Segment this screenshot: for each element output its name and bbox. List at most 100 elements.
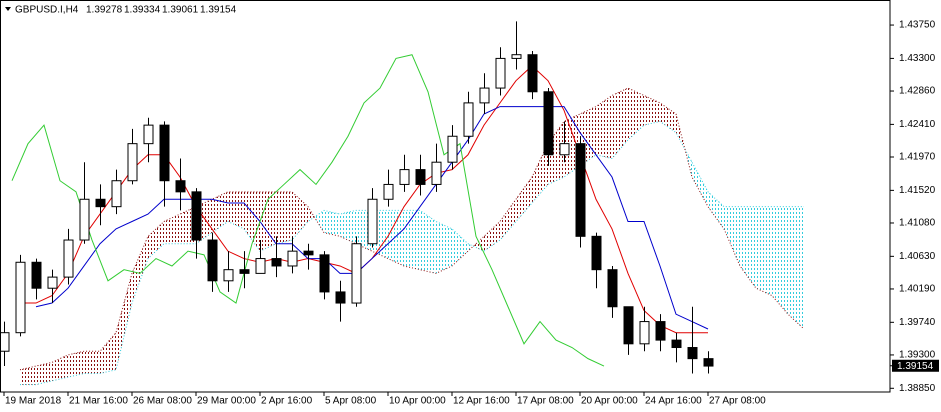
candle-body: [207, 239, 218, 282]
header-close: 1.39154: [200, 5, 237, 16]
candle-body: [495, 57, 506, 89]
candle-body: [399, 169, 410, 185]
cloud-segment: [132, 236, 148, 304]
candle-body: [703, 358, 714, 367]
y-tick-label: 1.43300: [899, 53, 936, 64]
candle-body: [303, 250, 314, 256]
cloud-segment: [452, 228, 468, 266]
candle-body: [351, 243, 362, 304]
candle-body: [479, 87, 490, 104]
cloud-segment: [324, 210, 340, 237]
y-tick-label: 1.42410: [899, 119, 936, 130]
candle-body: [79, 198, 90, 241]
x-tick-label: 20 Apr 00:00: [581, 396, 638, 407]
cloud-segment: [500, 199, 516, 241]
candle-body: [431, 161, 442, 185]
candle-body: [415, 169, 426, 185]
plot-frame: [0, 0, 891, 393]
candle-body: [639, 321, 650, 345]
candle-body: [319, 254, 330, 293]
candle-body: [367, 198, 378, 245]
cloud-segment: [244, 191, 260, 252]
cloud-segment: [116, 273, 132, 370]
cloud-segment: [484, 221, 500, 252]
candle-body: [671, 339, 682, 349]
candle-body: [527, 54, 538, 93]
y-tick-label: 1.38850: [899, 383, 936, 394]
cloud-segment: [36, 362, 52, 385]
cloud-segment: [308, 206, 315, 222]
x-tick-label: 17 Apr 08:00: [517, 396, 574, 407]
x-tick-label: 5 Apr 08:00: [325, 396, 377, 407]
cloud-segment: [532, 143, 548, 203]
y-tick-label: 1.41970: [899, 152, 936, 163]
cloud-segment: [660, 102, 676, 133]
cloud-segment: [740, 206, 756, 289]
cloud-segment: [724, 206, 740, 266]
cloud-segment: [20, 366, 36, 385]
candle-body: [543, 91, 554, 156]
candle-body: [47, 276, 58, 289]
y-tick-label: 1.40190: [899, 284, 936, 295]
x-tick-label: 19 Mar 2018: [5, 396, 62, 407]
header-open: 1.39278: [86, 5, 123, 16]
candle-body: [175, 180, 186, 193]
candle-body: [191, 191, 202, 241]
cloud-segment: [612, 88, 628, 159]
y-tick-label: 1.41520: [899, 185, 936, 196]
y-tick-label: 1.43750: [899, 20, 936, 31]
cloud-segment: [276, 191, 292, 244]
candle-body: [591, 235, 602, 271]
candle-body: [271, 258, 282, 267]
cloud-segment: [148, 221, 164, 259]
candle-body: [239, 269, 250, 274]
cloud-segment: [516, 177, 532, 222]
cloud-segment: [788, 206, 804, 329]
header-low: 1.39061: [162, 5, 199, 16]
cloud-segment: [596, 95, 612, 159]
cloud-segment: [772, 206, 788, 315]
candle-body: [511, 54, 522, 59]
candle-body: [15, 261, 26, 334]
candle-body: [255, 258, 266, 274]
cloud-segment: [644, 95, 660, 126]
cloud-segment: [260, 191, 276, 252]
cloud-segment: [420, 210, 436, 274]
candle-body: [463, 102, 474, 137]
candle-body: [559, 143, 570, 156]
y-tick-label: 1.39300: [899, 350, 936, 361]
indicator-line: [11, 54, 605, 367]
candle-body: [111, 180, 122, 208]
x-tick-label: 26 Mar 08:00: [133, 396, 192, 407]
cloud-segment: [164, 214, 180, 244]
candle-body: [335, 291, 346, 304]
cloud-segment: [548, 121, 564, 185]
cloud-segment: [68, 351, 84, 378]
x-tick-label: 27 Apr 08:00: [709, 396, 766, 407]
header-high: 1.39334: [124, 5, 161, 16]
candle-body: [687, 347, 698, 360]
cloud-segment: [52, 354, 68, 381]
last-price-box: [892, 359, 939, 372]
candle-body: [655, 321, 666, 341]
candle-body: [623, 306, 634, 345]
y-tick-label: 1.40630: [899, 251, 936, 262]
indicator-line: [35, 106, 709, 330]
cloud-segment: [388, 210, 404, 266]
candle-body: [383, 183, 394, 200]
candle-body: [447, 135, 458, 163]
symbol-title: GBPUSD.I,H4: [15, 5, 79, 16]
candle-body: [159, 124, 170, 182]
plot-area: [1, 21, 805, 386]
cloud-segment: [228, 191, 244, 229]
candle-body: [1, 332, 10, 352]
last-price-label: 1.39154: [897, 361, 934, 372]
cloud-segment: [628, 88, 644, 140]
menu-triangle: [5, 7, 11, 11]
cloud-segment: [692, 162, 708, 207]
candle-body: [95, 198, 106, 208]
x-tick-label: 12 Apr 16:00: [453, 396, 510, 407]
candle-body: [287, 250, 298, 267]
